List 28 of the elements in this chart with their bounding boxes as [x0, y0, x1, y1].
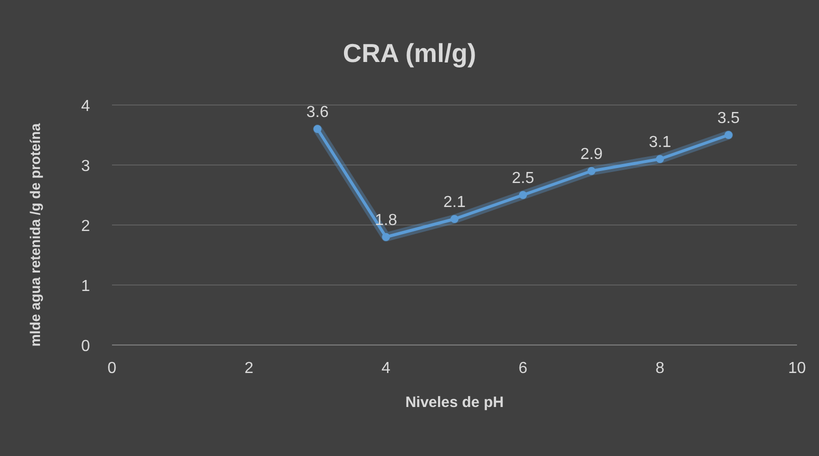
data-label: 2.1: [443, 194, 466, 211]
point: [588, 167, 596, 175]
point: [450, 215, 458, 223]
y-tick-label: 2: [81, 218, 90, 235]
point: [656, 155, 664, 163]
point: [314, 125, 322, 133]
x-axis-title: Niveles de pH: [405, 394, 504, 411]
data-label: 3.1: [648, 134, 672, 151]
x-tick-label: 6: [518, 360, 528, 377]
data-label: 2.9: [580, 146, 603, 163]
x-tick-label: 4: [382, 360, 391, 377]
x-tick-label: 0: [108, 360, 117, 377]
y-axis-title: mlde agua retenida /g de proteína: [27, 123, 43, 347]
data-label: 2.5: [512, 170, 534, 187]
x-tick-label: 10: [788, 360, 806, 377]
y-tick-label: 4: [81, 98, 90, 115]
data-label: 3.6: [306, 104, 329, 121]
y-tick-label: 1: [81, 278, 90, 295]
data-label: 3.5: [717, 110, 740, 127]
y-tick-label: 3: [81, 158, 90, 175]
data-label: 1.8: [374, 212, 398, 229]
x-tick-label: 2: [244, 360, 254, 377]
point: [519, 191, 527, 199]
y-tick-label: 0: [81, 338, 90, 355]
point: [382, 233, 390, 241]
point: [724, 131, 732, 139]
chart-title: CRA (ml/g): [342, 38, 476, 68]
x-tick-label: 8: [656, 360, 665, 377]
